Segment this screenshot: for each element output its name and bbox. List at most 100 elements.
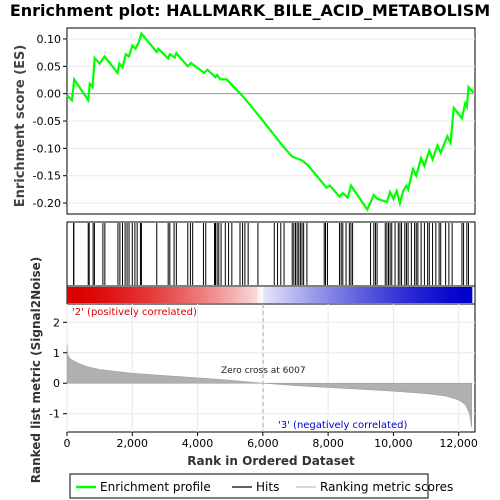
legend-label-ranking: Ranking metric scores bbox=[320, 480, 453, 494]
colorbar-segment bbox=[153, 287, 157, 303]
colorbar-segment bbox=[385, 287, 390, 303]
colorbar-segment bbox=[135, 287, 140, 303]
colorbar-segment bbox=[233, 287, 238, 303]
colorbar-segment bbox=[296, 287, 300, 303]
legend-box bbox=[69, 473, 429, 499]
colorbar-segment bbox=[132, 287, 137, 303]
colorbar-segment bbox=[239, 287, 244, 303]
colorbar-segment bbox=[293, 287, 297, 303]
enrichment-profile-line bbox=[66, 31, 475, 212]
colorbar-segment bbox=[81, 287, 86, 303]
x-tick-label: 0 bbox=[64, 437, 71, 450]
colorbar-segment bbox=[141, 287, 145, 303]
es-y-axis: 0.10 0.05 0.00 -0.05 -0.10 -0.15 -0.20 bbox=[33, 33, 67, 210]
colorbar-segment bbox=[349, 287, 354, 303]
colorbar-segment bbox=[287, 287, 291, 303]
colorbar-segment bbox=[230, 287, 235, 303]
rank-colorbar bbox=[67, 287, 473, 303]
colorbar-segment bbox=[203, 287, 208, 303]
colorbar-segment bbox=[439, 287, 443, 303]
colorbar-segment bbox=[102, 287, 107, 303]
colorbar-segment bbox=[337, 287, 342, 303]
colorbar-segment bbox=[221, 287, 226, 303]
negative-correlation-label: '3' (negatively correlated) bbox=[278, 420, 407, 431]
x-axis-label: Rank in Ordered Dataset bbox=[187, 454, 355, 468]
colorbar-segment bbox=[183, 287, 187, 303]
colorbar-segment bbox=[165, 287, 169, 303]
colorbar-segment bbox=[465, 287, 470, 303]
colorbar-segment bbox=[263, 287, 267, 303]
colorbar-segment bbox=[468, 287, 473, 303]
x-tick-label: 4,000 bbox=[182, 437, 214, 450]
es-y-tick-label: 0.05 bbox=[37, 60, 62, 73]
positive-correlation-label: '2' (positively correlated) bbox=[72, 307, 197, 318]
colorbar-segment bbox=[257, 287, 262, 303]
colorbar-segment bbox=[403, 287, 407, 303]
colorbar-segment bbox=[224, 287, 229, 303]
es-y-tick-label: 0.00 bbox=[37, 88, 62, 101]
ranking-metric-area bbox=[66, 345, 472, 428]
colorbar-segment bbox=[447, 287, 452, 303]
colorbar-segment bbox=[186, 287, 190, 303]
colorbar-segment bbox=[168, 287, 172, 303]
colorbar-segment bbox=[308, 287, 312, 303]
colorbar-segment bbox=[275, 287, 279, 303]
colorbar-segment bbox=[266, 287, 270, 303]
colorbar-segment bbox=[248, 287, 253, 303]
colorbar-segment bbox=[456, 287, 461, 303]
colorbar-segment bbox=[156, 287, 160, 303]
colorbar-segment bbox=[200, 287, 205, 303]
colorbar-segment bbox=[87, 287, 92, 303]
x-tick-label: 12,000 bbox=[439, 437, 478, 450]
colorbar-segment bbox=[388, 287, 392, 303]
colorbar-segment bbox=[212, 287, 217, 303]
metric-y-tick-label: 0 bbox=[53, 377, 60, 390]
colorbar-segment bbox=[78, 287, 83, 303]
colorbar-segment bbox=[314, 287, 318, 303]
colorbar-segment bbox=[397, 287, 401, 303]
colorbar-segment bbox=[278, 287, 282, 303]
colorbar-segment bbox=[367, 287, 372, 303]
colorbar-segment bbox=[191, 287, 196, 303]
colorbar-segment bbox=[251, 287, 256, 303]
colorbar-segment bbox=[99, 287, 104, 303]
colorbar-segment bbox=[358, 287, 363, 303]
colorbar-segment bbox=[67, 287, 71, 303]
x-tick-label: 8,000 bbox=[312, 437, 344, 450]
metric-plot-area bbox=[66, 303, 476, 433]
colorbar-segment bbox=[123, 287, 128, 303]
colorbar-segment bbox=[322, 287, 327, 303]
colorbar-segment bbox=[75, 287, 80, 303]
colorbar-segment bbox=[418, 287, 422, 303]
legend-label-hits: Hits bbox=[256, 480, 279, 494]
colorbar-segment bbox=[93, 287, 98, 303]
colorbar-segment bbox=[400, 287, 404, 303]
colorbar-segment bbox=[453, 287, 458, 303]
colorbar-segment bbox=[194, 287, 199, 303]
colorbar-segment bbox=[254, 287, 259, 303]
colorbar-segment bbox=[346, 287, 351, 303]
colorbar-segment bbox=[245, 287, 250, 303]
colorbar-segment bbox=[126, 287, 131, 303]
metric-x-axis: 0 2,000 4,000 6,000 8,000 10,000 12,000 bbox=[64, 432, 478, 450]
es-gridlines bbox=[67, 38, 475, 204]
colorbar-segment bbox=[331, 287, 336, 303]
colorbar-segment bbox=[215, 287, 220, 303]
colorbar-segment bbox=[242, 287, 247, 303]
colorbar-segment bbox=[197, 287, 202, 303]
colorbar-segment bbox=[147, 287, 151, 303]
colorbar-segment bbox=[227, 287, 232, 303]
colorbar-segment bbox=[376, 287, 381, 303]
colorbar-segment bbox=[305, 287, 309, 303]
colorbar-segment bbox=[379, 287, 384, 303]
colorbar-segment bbox=[105, 287, 110, 303]
colorbar-segment bbox=[260, 287, 265, 303]
colorbar-segment bbox=[325, 287, 330, 303]
x-tick-label: 10,000 bbox=[374, 437, 413, 450]
colorbar-segment bbox=[269, 287, 273, 303]
es-y-tick-label: 0.10 bbox=[37, 33, 62, 46]
colorbar-segment bbox=[189, 287, 193, 303]
colorbar-segment bbox=[441, 287, 446, 303]
metric-y-axis-label: Ranked list metric (Signal2Noise) bbox=[29, 257, 43, 484]
colorbar-segment bbox=[96, 287, 101, 303]
